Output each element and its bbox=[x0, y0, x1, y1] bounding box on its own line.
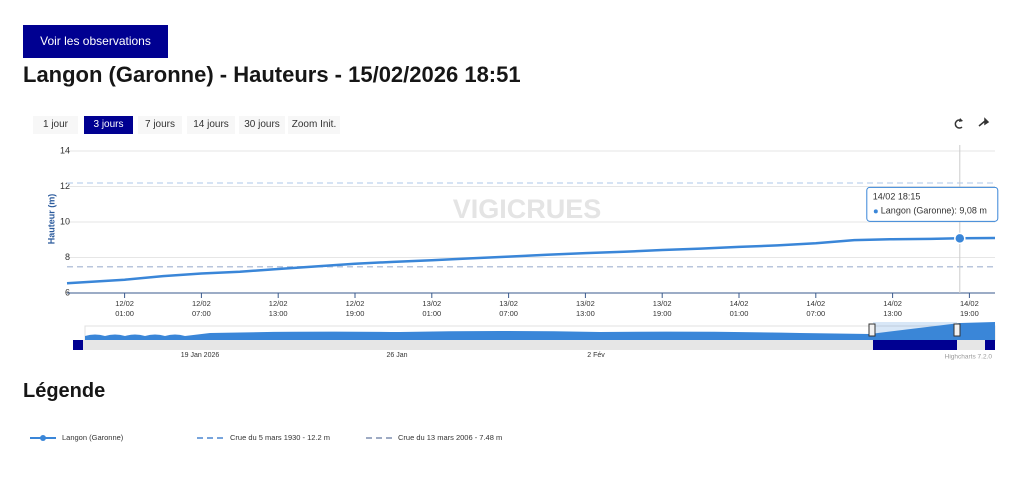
legend-label: Crue du 5 mars 1930 - 12.2 m bbox=[230, 433, 330, 442]
navigator-handle[interactable] bbox=[868, 323, 876, 337]
scroll-right[interactable] bbox=[985, 340, 995, 350]
y-tick-label: 8 bbox=[65, 252, 70, 262]
y-tick-label: 12 bbox=[60, 181, 70, 191]
credits: Highcharts 7.2.0 bbox=[945, 354, 993, 361]
share-icon[interactable] bbox=[978, 117, 990, 127]
navigator-label: 26 Jan bbox=[386, 352, 407, 359]
legend-label: Langon (Garonne) bbox=[62, 433, 124, 442]
y-tick-label: 6 bbox=[65, 287, 70, 297]
series-line bbox=[66, 236, 996, 285]
navigator-series bbox=[85, 322, 995, 340]
x-tick-label: 13/02 01:00 bbox=[422, 299, 442, 318]
range-button[interactable]: Zoom Init. bbox=[288, 116, 340, 134]
tooltip-bullet bbox=[873, 209, 878, 214]
navigator-label: 2 Fév bbox=[587, 352, 605, 359]
tooltip-header: 14/02 18:15 bbox=[873, 192, 921, 202]
x-tick-label: 13/02 19:00 bbox=[652, 299, 672, 318]
navigator-handle[interactable] bbox=[953, 323, 961, 337]
x-tick-label: 14/02 19:00 bbox=[960, 299, 979, 318]
scrollbar bbox=[73, 340, 995, 350]
range-button[interactable]: 30 jours bbox=[239, 116, 285, 134]
tooltip-text: Langon (Garonne): 9,08 m bbox=[881, 206, 987, 216]
page-title: Langon (Garonne) - Hauteurs - 15/02/2026… bbox=[23, 62, 521, 87]
hover-marker bbox=[954, 232, 966, 245]
legend-symbol bbox=[40, 435, 46, 441]
x-tick-label: 12/02 19:00 bbox=[345, 299, 365, 318]
x-tick-label: 12/02 07:00 bbox=[192, 299, 211, 318]
range-button[interactable]: 3 jours bbox=[84, 116, 133, 134]
x-tick-label: 14/02 01:00 bbox=[729, 299, 749, 318]
x-tick-label: 14/02 13:00 bbox=[883, 299, 902, 318]
x-tick-label: 13/02 13:00 bbox=[576, 299, 595, 318]
navigator-mask bbox=[873, 322, 957, 340]
y-axis-title: Hauteur (m) bbox=[46, 194, 56, 245]
refresh-icon[interactable] bbox=[954, 118, 963, 129]
scrollbar-thumb[interactable] bbox=[873, 340, 957, 350]
range-button[interactable]: 1 jour bbox=[33, 116, 78, 134]
x-tick-label: 14/02 07:00 bbox=[806, 299, 826, 318]
tooltip: 14/02 18:15 Langon (Garonne): 9,08 m bbox=[866, 186, 999, 222]
watermark: VIGICRUES bbox=[453, 194, 602, 224]
y-tick-label: 10 bbox=[60, 216, 70, 226]
tooltip-box bbox=[866, 186, 999, 222]
range-button[interactable]: 14 jours bbox=[187, 116, 235, 134]
y-tick-label: 14 bbox=[60, 145, 70, 155]
x-tick-label: 13/02 07:00 bbox=[499, 299, 518, 318]
x-tick-label: 12/02 13:00 bbox=[268, 299, 288, 318]
x-tick-label: 12/02 01:00 bbox=[115, 299, 134, 318]
navigator-label: 19 Jan 2026 bbox=[181, 352, 220, 359]
observations-button[interactable]: Voir les observations bbox=[23, 25, 168, 58]
legend-title: Légende bbox=[23, 380, 106, 402]
range-button[interactable]: 7 jours bbox=[138, 116, 182, 134]
legend-label: Crue du 13 mars 2006 - 7.48 m bbox=[398, 433, 502, 442]
scroll-left[interactable] bbox=[73, 340, 83, 350]
